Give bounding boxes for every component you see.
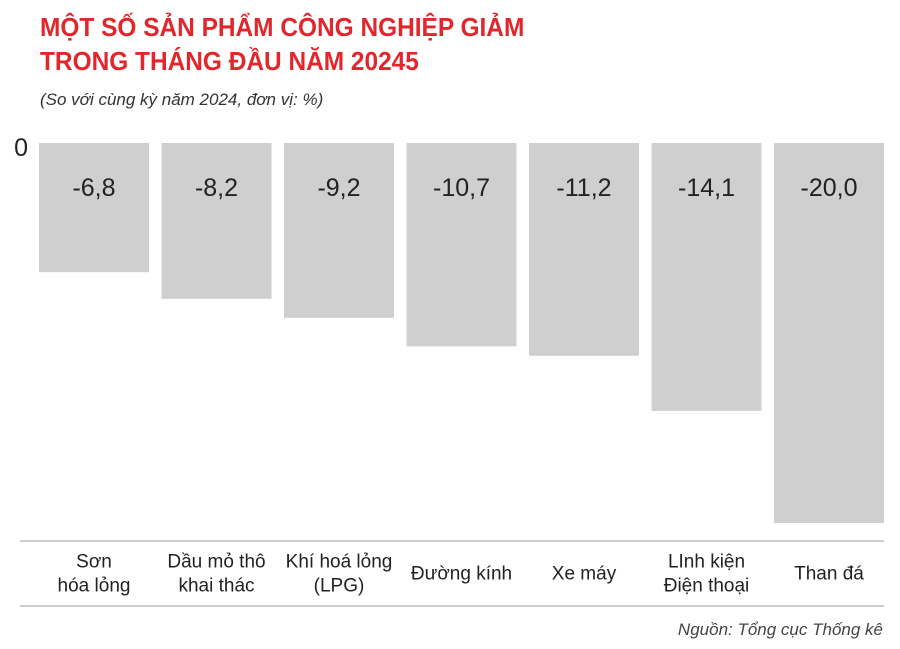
category-label-1-line-1: khai thác [178,576,254,597]
source-note: Nguồn: Tổng cục Thống kê [677,620,883,639]
category-label-5-line-0: LInh kiện [668,552,745,573]
category-label-2-line-0: Khí hoá lỏng [286,552,393,573]
bar-value-label-1: -8,2 [195,174,238,202]
category-label-5-line-1: Điện thoại [664,576,750,597]
title-line-2: TRONG THÁNG ĐẦU NĂM 20245 [40,46,419,76]
title-line-1: MỘT SỐ SẢN PHẨM CÔNG NGHIỆP GIẢM [40,12,525,42]
bar-value-label-5: -14,1 [678,174,735,202]
chart-title: MỘT SỐ SẢN PHẨM CÔNG NGHIỆP GIẢM TRONG T… [40,10,524,78]
bar-value-label-2: -9,2 [317,174,360,202]
bar-4 [529,143,639,356]
bar-2 [284,143,394,318]
bar-6 [774,143,884,523]
bar-value-label-3: -10,7 [433,174,490,202]
bar-value-label-6: -20,0 [801,174,858,202]
bar-value-label-4: -11,2 [556,174,611,202]
category-label-3-line-0: Đường kính [411,564,512,585]
category-label-2-line-1: (LPG) [314,576,365,597]
category-label-1-line-0: Dầu mỏ thô [167,552,265,573]
category-label-0-line-1: hóa lỏng [58,576,131,597]
bar-1 [161,143,272,299]
bar-3 [406,143,517,347]
category-label-6-line-0: Than đá [794,564,864,585]
bar-0 [39,143,149,273]
bar-value-label-0: -6,8 [72,174,115,202]
category-label-0-line-0: Sơn [76,552,112,573]
chart-subtitle: (So với cùng kỳ năm 2024, đơn vị: %) [40,90,324,109]
bar-5 [651,143,762,411]
y-tick-label-zero: 0 [14,134,28,162]
category-label-4-line-0: Xe máy [552,564,617,585]
